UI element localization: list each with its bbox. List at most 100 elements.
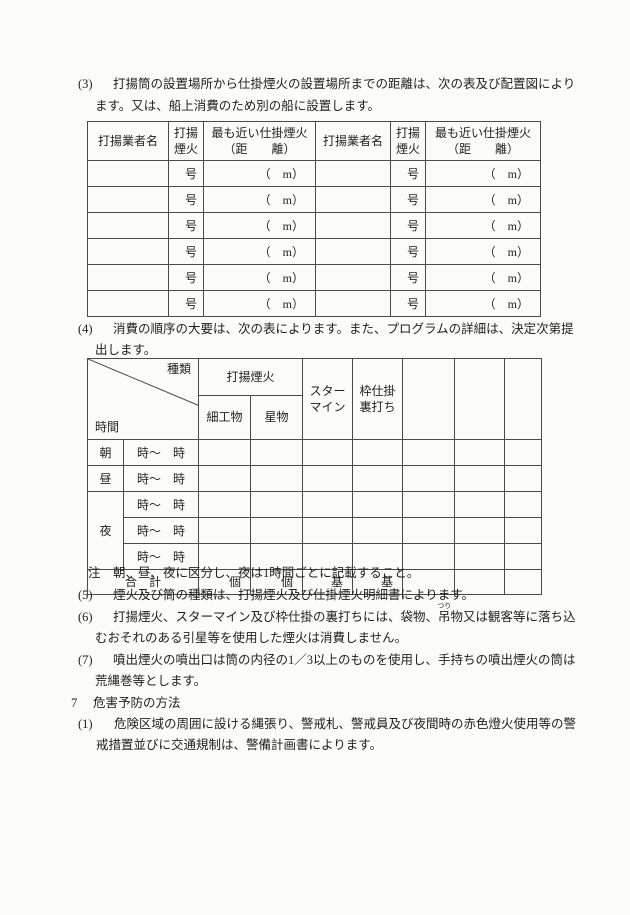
distance-row: 号 （ m） 号 （ m） [87, 264, 541, 291]
shell-size-cell: 号 [390, 212, 426, 239]
distance-cell: （ m） [425, 290, 541, 317]
distance-row: 号 （ m） 号 （ m） [87, 186, 541, 213]
section-7-marker: (7) [78, 653, 93, 667]
count-blank-cell [402, 465, 456, 492]
count-blank-cell [402, 439, 456, 466]
section-5-marker: (5) [78, 588, 93, 602]
distance-row: 号 （ m） 号 （ m） [87, 160, 541, 187]
header-nearest-left-l1: 最も近い仕掛煙火 [211, 126, 308, 140]
corner-cell: 種類 時間 [87, 358, 199, 440]
section-6-text-before: 打揚煙火、スターマイン及び枠仕掛の裏打ちには、袋物、 [113, 610, 439, 624]
shell-size-cell: 号 [168, 238, 204, 265]
header-hoshimono: 星物 [249, 394, 304, 441]
count-blank-cell [249, 491, 304, 518]
shell-size-cell: 号 [390, 186, 426, 213]
company-name-cell [315, 238, 391, 265]
section-6-line-1: (6) 打揚煙火、スターマイン及び枠仕掛の裏打ちには、袋物、 つり 吊物又は観客等に落… [78, 603, 576, 625]
header-blank-cell [454, 358, 506, 440]
corner-label-type: 種類 [166, 362, 191, 376]
distance-table: 打揚業者名 打揚 煙火 最も近い仕掛煙火 （距 離） 打揚業者名 打揚 煙火 最も近い… [87, 121, 541, 317]
shell-size-cell: 号 [168, 186, 204, 213]
count-blank-cell [504, 543, 543, 570]
count-blank-cell [198, 491, 251, 518]
header-company-left: 打揚業者名 [87, 121, 169, 161]
count-blank-cell [249, 465, 304, 492]
header-fireworks-left: 打揚 煙火 [168, 121, 204, 161]
company-name-cell [315, 290, 391, 317]
count-blank-cell [504, 517, 543, 544]
header-blank-cell [504, 358, 543, 440]
count-blank-cell [302, 439, 354, 466]
count-blank-cell [454, 517, 506, 544]
company-name-cell [315, 264, 391, 291]
company-name-cell [87, 186, 169, 213]
count-blank-cell [454, 491, 506, 518]
note-text: 朝、昼、夜に区分し、夜は1時間ごとに記載すること。 [113, 566, 420, 580]
header-fireworks-right-l1: 打揚 [395, 126, 420, 140]
note-marker: 注 [88, 566, 101, 580]
schedule-row-night-2: 時～ 時 [88, 517, 543, 544]
company-name-cell [87, 264, 169, 291]
shell-size-cell: 号 [390, 264, 426, 291]
distance-cell: （ m） [425, 264, 541, 291]
section-7-1-text-2: 戒措置並びに交通規制は、警備計画書によります。 [96, 738, 383, 752]
total-unit-cell: 基 [352, 569, 404, 595]
distance-cell: （ m） [203, 264, 316, 291]
shell-size-cell: 号 [168, 212, 204, 239]
section-4-marker: (4) [78, 322, 93, 336]
time-range-cell: 時～ 時 [123, 439, 199, 466]
time-range-cell: 時～ 時 [123, 491, 199, 518]
shell-size-cell: 号 [168, 160, 204, 187]
count-blank-cell [352, 439, 404, 466]
section-6-text-2: むおそれのある引星等を使用した煙火は消費しません。 [95, 631, 408, 645]
section-3-marker: (3) [78, 77, 93, 91]
header-nearest-right: 最も近い仕掛煙火 （距 離） [425, 121, 541, 161]
distance-cell: （ m） [425, 186, 541, 213]
header-nearest-left: 最も近い仕掛煙火 （距 離） [203, 121, 316, 161]
schedule-total-row: 合 計 個 個 基 基 [87, 569, 543, 595]
company-name-cell [315, 186, 391, 213]
shell-size-cell: 号 [168, 290, 204, 317]
period-cell-noon: 昼 [87, 465, 124, 492]
count-blank-cell [352, 517, 404, 544]
count-blank-cell [249, 543, 304, 570]
section-4-text-1: 消費の順序の大要は、次の表によります。また、プログラムの詳細は、決定次第提 [113, 322, 574, 336]
time-range-cell: 時～ 時 [123, 465, 199, 492]
section-4-text-2: 出します。 [95, 343, 157, 357]
shell-size-cell: 号 [168, 264, 204, 291]
company-name-cell [315, 212, 391, 239]
section-7-line-1: (7) 噴出煙火の噴出口は筒の内径の1／3以上のものを使用し、手持ちの噴出煙火の筒… [78, 653, 576, 668]
period-cell-night: 夜 [87, 491, 124, 570]
header-nearest-right-l1: 最も近い仕掛煙火 [434, 126, 531, 140]
section-7-1-line-1: (1) 危険区域の周囲に設ける縄張り、警戒札、警戒員及び夜間時の赤色燈火使用等の警 [78, 717, 576, 732]
section-5-line: (5) 煙火及び筒の種類は、打揚煙火及び仕掛煙火明細書によります。 [78, 588, 474, 603]
diagonal-divider-line [88, 359, 198, 406]
section-6-text-after: 物又は観客等に落ち込 [450, 610, 576, 624]
distance-cell: （ m） [203, 212, 316, 239]
schedule-header-row-2: 細工物 星物 [88, 394, 542, 441]
header-frame-l1: 枠仕掛 [359, 384, 396, 398]
company-name-cell [87, 290, 169, 317]
shell-size-cell: 号 [390, 238, 426, 265]
section-7-text-2: 荒縄巻等とします。 [95, 674, 207, 688]
count-blank-cell [402, 517, 456, 544]
distance-cell: （ m） [203, 186, 316, 213]
ruby-tsuri: つり吊 [437, 603, 451, 625]
count-blank-cell [504, 439, 543, 466]
note-line: 注朝、昼、夜に区分し、夜は1時間ごとに記載すること。 [88, 566, 419, 581]
section-6-marker: (6) [78, 610, 93, 624]
total-label-cell: 合 計 [87, 569, 199, 595]
section-5-text: 煙火及び筒の種類は、打揚煙火及び仕掛煙火明細書によります。 [113, 588, 475, 602]
company-name-cell [87, 160, 169, 187]
period-cell-morning: 朝 [87, 439, 124, 466]
section-7-1-marker: (1) [78, 717, 93, 731]
header-starmine-l1: スター [309, 384, 346, 398]
count-blank-cell [454, 439, 506, 466]
distance-cell: （ m） [203, 238, 316, 265]
schedule-table: 種類 時間 打揚煙火 スター マイン 枠仕掛 裏打ち 細工物 星物 朝 時～ 時 [87, 358, 543, 595]
heading-7-title: 危害予防の方法 [93, 696, 181, 710]
distance-cell: （ m） [203, 160, 316, 187]
total-unit-cell: 個 [249, 569, 304, 595]
header-saikumono: 細工物 [198, 394, 251, 441]
section-3-line-2: ます。又は、船上消費のため別の船に設置します。 [95, 99, 380, 114]
